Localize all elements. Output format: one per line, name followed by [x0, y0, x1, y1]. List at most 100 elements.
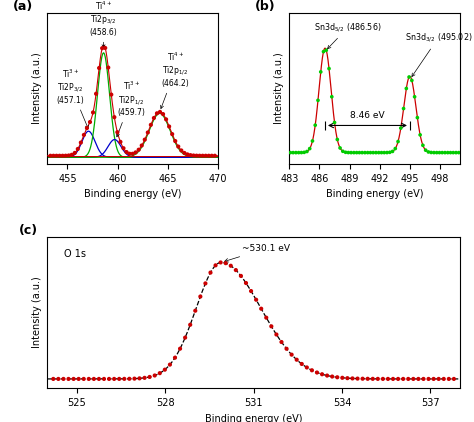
Point — [126, 150, 133, 157]
Point — [400, 376, 407, 382]
Point — [68, 151, 75, 158]
Point — [168, 131, 176, 138]
Point — [141, 136, 148, 143]
Text: (c): (c) — [18, 224, 37, 237]
Point — [342, 149, 349, 156]
Point — [440, 376, 447, 382]
Text: Ti$^{4+}$
Ti2p$_{1/2}$
(464.2): Ti$^{4+}$ Ti2p$_{1/2}$ (464.2) — [161, 51, 190, 108]
Point — [62, 152, 69, 159]
Point — [452, 149, 460, 156]
Point — [65, 152, 73, 159]
Y-axis label: Intensity (a.u.): Intensity (a.u.) — [32, 277, 42, 349]
Point — [95, 376, 103, 382]
Point — [46, 152, 54, 159]
Point — [120, 376, 128, 382]
Point — [392, 145, 399, 152]
Point — [129, 150, 137, 157]
Point — [303, 364, 310, 371]
Point — [202, 152, 210, 159]
Point — [186, 322, 194, 328]
Point — [358, 149, 366, 156]
Point — [313, 369, 321, 376]
X-axis label: Binding energy (eV): Binding energy (eV) — [326, 189, 423, 199]
Point — [334, 374, 341, 381]
Point — [273, 331, 280, 338]
Point — [147, 122, 155, 128]
Point — [301, 149, 308, 156]
Point — [50, 152, 57, 159]
Point — [386, 149, 393, 156]
X-axis label: Binding energy (eV): Binding energy (eV) — [84, 189, 182, 199]
Point — [287, 149, 294, 156]
Text: Ti$^{3+}$
Ti2P$_{1/2}$
(459.7): Ti$^{3+}$ Ti2P$_{1/2}$ (459.7) — [117, 80, 146, 137]
Point — [242, 280, 250, 287]
Text: Sn3d$_{5/2}$ (486.56): Sn3d$_{5/2}$ (486.56) — [314, 21, 382, 49]
Point — [374, 376, 382, 382]
Point — [144, 129, 152, 136]
Point — [117, 138, 124, 145]
Point — [110, 114, 118, 121]
Point — [74, 146, 82, 152]
Point — [344, 375, 351, 381]
Point — [247, 288, 255, 295]
Point — [161, 366, 169, 373]
Text: ~530.1 eV: ~530.1 eV — [225, 244, 290, 262]
Point — [383, 149, 391, 156]
Point — [183, 151, 191, 158]
Point — [402, 85, 410, 92]
Point — [197, 293, 204, 300]
Point — [441, 149, 449, 156]
Text: (b): (b) — [255, 0, 276, 13]
Point — [394, 376, 402, 382]
Point — [378, 149, 385, 156]
Point — [345, 149, 352, 156]
Point — [433, 149, 440, 156]
Point — [53, 152, 60, 159]
Y-axis label: Intensity (a.u.): Intensity (a.u.) — [274, 52, 284, 124]
Point — [350, 149, 358, 156]
Point — [162, 116, 170, 123]
Point — [165, 123, 173, 130]
Point — [361, 149, 369, 156]
Point — [356, 149, 363, 156]
Point — [77, 139, 85, 146]
X-axis label: Binding energy (eV): Binding energy (eV) — [205, 414, 302, 422]
Point — [119, 145, 127, 151]
Point — [136, 375, 143, 382]
Point — [419, 142, 427, 149]
Point — [331, 119, 338, 126]
Point — [384, 376, 392, 382]
Point — [99, 45, 106, 51]
Y-axis label: Intensity (a.u.): Intensity (a.u.) — [32, 52, 42, 124]
Point — [208, 152, 216, 159]
Text: 8.46 eV: 8.46 eV — [350, 111, 385, 120]
Point — [278, 338, 285, 345]
Point — [430, 149, 438, 156]
Point — [86, 119, 94, 125]
Point — [447, 149, 454, 156]
Point — [178, 147, 185, 154]
Point — [196, 152, 203, 159]
Point — [267, 323, 275, 330]
Point — [339, 148, 346, 154]
Point — [389, 148, 396, 155]
Point — [89, 109, 97, 116]
Point — [100, 376, 108, 382]
Point — [55, 376, 62, 382]
Point — [289, 149, 297, 156]
Text: O 1s: O 1s — [64, 249, 86, 259]
Point — [252, 296, 260, 303]
Text: (a): (a) — [13, 0, 34, 13]
Point — [156, 108, 164, 115]
Point — [108, 91, 115, 98]
Point — [438, 149, 446, 156]
Point — [414, 114, 421, 121]
Point — [190, 152, 197, 159]
Point — [400, 105, 407, 112]
Point — [455, 149, 463, 156]
Point — [372, 149, 380, 156]
Point — [311, 122, 319, 129]
Point — [436, 149, 443, 156]
Point — [347, 149, 355, 156]
Point — [298, 360, 306, 367]
